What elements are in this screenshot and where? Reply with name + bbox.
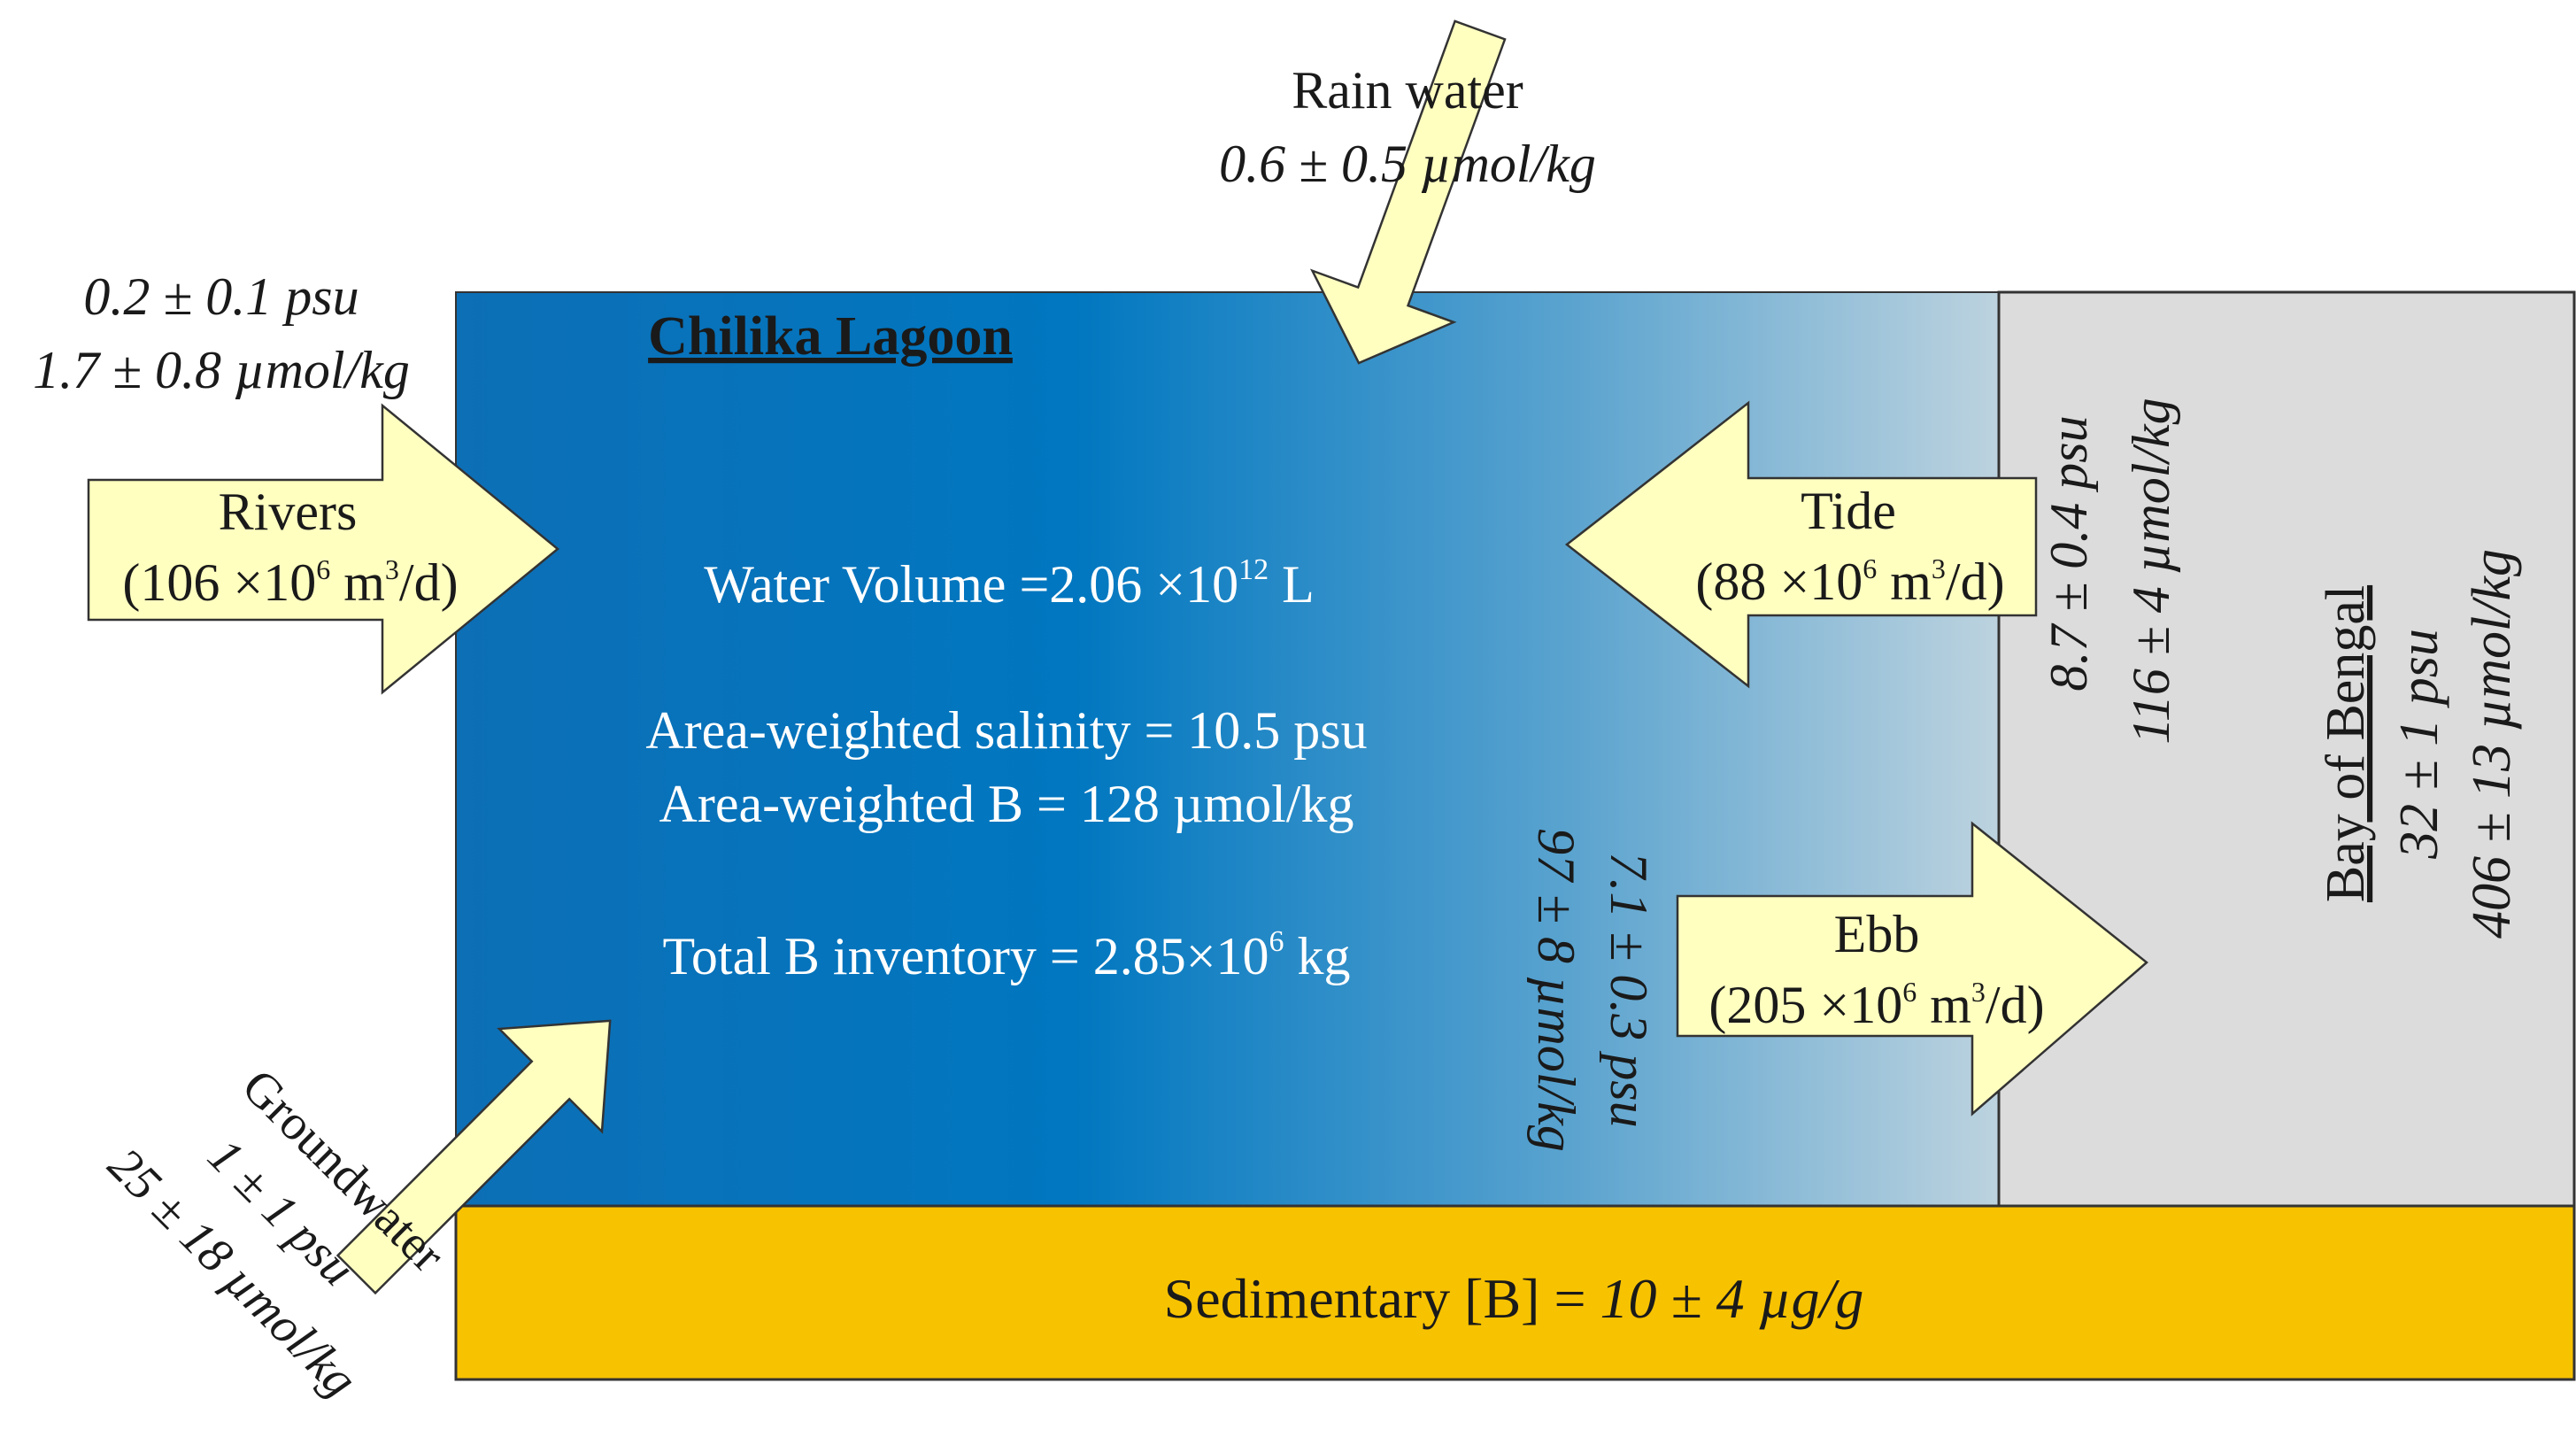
area-weighted-salinity: Area-weighted salinity = 10.5 psu [645, 701, 1367, 760]
tide-flow: (88 ×106 m3/d) [1695, 552, 2004, 611]
groundwater-arrow [335, 1019, 612, 1295]
rivers-arrow [87, 403, 559, 695]
bay-box [1997, 290, 2576, 1208]
rain-boron: 0.6 ± 0.5 µmol/kg [1219, 135, 1596, 193]
bay-salinity: 32 ± 1 psu [2389, 629, 2449, 860]
rivers-label: Rivers [219, 483, 358, 541]
ebb-flow: (205 ×106 m3/d) [1708, 976, 2044, 1034]
tide-boron: 116 ± 4 µmol/kg [2122, 398, 2180, 744]
tide-arrow [1564, 400, 2038, 689]
tide-label: Tide [1801, 482, 1896, 540]
bay-boron: 406 ± 13 µmol/kg [2462, 549, 2522, 939]
total-b-inventory: Total B inventory = 2.85×106 kg [662, 925, 1350, 985]
rivers-flow: (106 ×106 m3/d) [122, 553, 458, 612]
tide-salinity: 8.7 ± 0.4 psu [2040, 415, 2098, 691]
ebb-boron: 97 ± 8 µmol/kg [1527, 828, 1585, 1152]
rivers-salinity: 0.2 ± 0.1 psu [83, 267, 359, 326]
sediment-layer [454, 1204, 2576, 1381]
bay-title: Bay of Bengal [2316, 585, 2376, 902]
ebb-arrow [1676, 821, 2148, 1117]
rain-label: Rain water [1292, 61, 1523, 120]
ebb-label: Ebb [1834, 905, 1920, 963]
water-volume: Water Volume =2.06 ×1012 L [704, 553, 1315, 614]
rain-arrow [1309, 19, 1507, 365]
rivers-boron: 1.7 ± 0.8 µmol/kg [33, 341, 410, 399]
area-weighted-boron: Area-weighted B = 128 µmol/kg [659, 775, 1354, 833]
lagoon-title: Chilika Lagoon [648, 306, 1013, 367]
ebb-salinity: 7.1 ± 0.3 psu [1600, 852, 1658, 1127]
sediment-label: Sedimentary [B] = 10 ± 4 µg/g [1164, 1267, 1864, 1330]
